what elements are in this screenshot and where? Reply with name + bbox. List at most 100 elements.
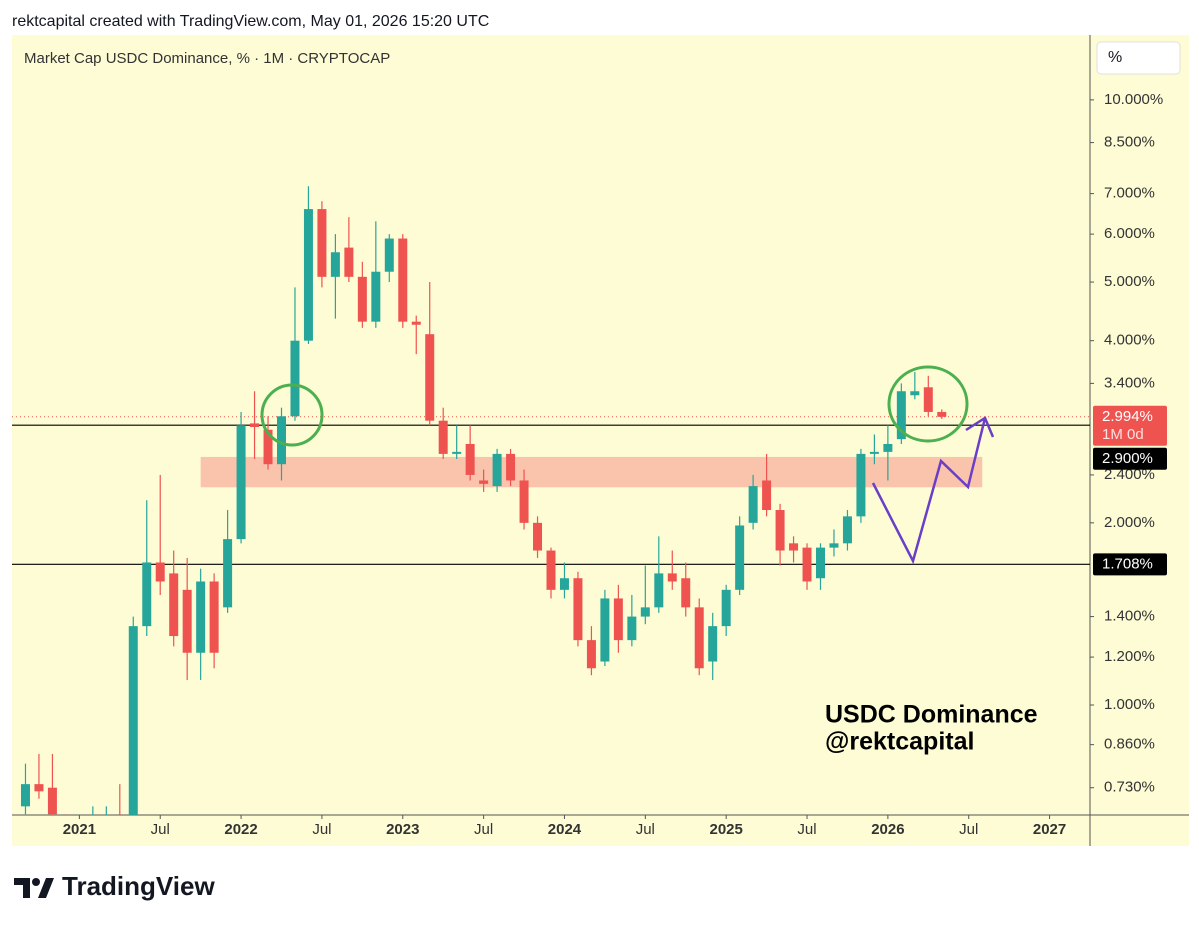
candle-body <box>735 525 745 590</box>
scale-button-label[interactable]: % <box>1108 49 1122 66</box>
candle-body <box>883 443 893 452</box>
projection-path <box>871 417 987 565</box>
candle-body <box>142 562 152 627</box>
candle-body <box>910 391 920 396</box>
x-tick-label: 2027 <box>1033 821 1066 838</box>
candle-body <box>223 539 233 608</box>
projection-arrow <box>965 416 995 438</box>
candle-body <box>640 607 650 617</box>
chart-title: Market Cap USDC Dominance, % · 1M · CRYP… <box>24 50 390 67</box>
chart-panel <box>12 35 1189 846</box>
candle-body <box>169 573 179 637</box>
drawings <box>260 365 995 565</box>
candle-body <box>816 547 825 579</box>
candle-body <box>277 416 286 465</box>
price-label: 2.900% <box>1102 450 1153 467</box>
candle-body <box>128 626 138 815</box>
candle-body <box>627 616 637 641</box>
x-tick-label: 2024 <box>548 821 582 838</box>
candle-body <box>559 578 569 590</box>
candle-body <box>411 321 421 325</box>
candle-body <box>519 480 529 523</box>
x-tick-label: 2023 <box>386 821 419 838</box>
candle-body <box>20 784 30 807</box>
x-tick-label: Jul <box>797 821 816 838</box>
price-label: 2.994% <box>1102 408 1153 425</box>
x-tick-label: Jul <box>474 821 493 838</box>
y-tick-label: 7.000% <box>1104 185 1155 202</box>
candle-body <box>802 547 812 582</box>
candle-body <box>155 562 165 582</box>
candle-body <box>196 581 206 653</box>
candle-body <box>789 543 799 551</box>
scale-button[interactable] <box>1096 41 1181 75</box>
highlight-circle <box>260 383 324 447</box>
candle-body <box>694 607 704 669</box>
candle-body <box>748 486 758 523</box>
candle-body <box>47 787 57 815</box>
candle-body <box>317 209 327 277</box>
x-tick-label: 2025 <box>709 821 742 838</box>
x-tick-label: Jul <box>151 821 170 838</box>
price-label: 1.708% <box>1102 555 1153 572</box>
candle-body <box>546 550 556 590</box>
y-tick-label: 8.500% <box>1104 134 1155 151</box>
candle-body <box>465 443 475 475</box>
x-tick-label: 2021 <box>63 821 96 838</box>
candle-body <box>708 626 718 662</box>
candle-body <box>384 238 394 272</box>
x-tick-label: Jul <box>636 821 655 838</box>
y-tick-label: 0.860% <box>1104 736 1155 753</box>
candle-body <box>613 598 623 641</box>
y-tick-label: 1.400% <box>1104 608 1155 625</box>
x-tick-label: 2022 <box>224 821 257 838</box>
candle-body <box>681 578 691 608</box>
candle-body <box>586 640 596 669</box>
y-tick-label: 10.000% <box>1104 91 1163 108</box>
y-tick-label: 2.400% <box>1104 466 1155 483</box>
logo-icon <box>14 878 54 898</box>
candle-body <box>344 247 354 277</box>
y-tick-label: 1.000% <box>1104 696 1155 713</box>
logo-text: TradingView <box>62 871 215 901</box>
support-zone <box>200 456 983 488</box>
annotation: USDC Dominance <box>825 701 1038 729</box>
candle-body <box>762 480 772 511</box>
candle-body <box>263 429 273 465</box>
y-tick-label: 2.000% <box>1104 514 1155 531</box>
header: rektcapital created with TradingView.com… <box>12 13 489 30</box>
candle-body <box>479 480 489 484</box>
candle-body <box>896 391 906 440</box>
candle-body <box>438 420 448 454</box>
candle-body <box>236 425 246 540</box>
candle-body <box>869 451 879 454</box>
candle-body <box>492 453 502 487</box>
candle-body <box>923 387 933 412</box>
candle-body <box>303 209 313 341</box>
candle-body <box>842 516 852 544</box>
candle-body <box>775 510 785 551</box>
annotation: @rektcapital <box>825 728 974 756</box>
y-tick-label: 6.000% <box>1104 225 1155 242</box>
candle-body <box>667 573 677 582</box>
x-tick-label: Jul <box>959 821 978 838</box>
candle-body <box>330 252 340 277</box>
candle-body <box>182 589 192 653</box>
candle-body <box>937 411 947 417</box>
y-tick-label: 0.730% <box>1104 779 1155 796</box>
candle-body <box>357 276 367 322</box>
price-label-box <box>1093 405 1167 446</box>
candle-body <box>209 581 219 653</box>
x-tick-label: 2026 <box>871 821 904 838</box>
highlight-circle <box>887 365 969 443</box>
candle-body <box>829 543 839 548</box>
candle-body <box>398 238 408 322</box>
candle-body <box>371 271 381 322</box>
candle-body <box>721 589 731 627</box>
candle-body <box>290 340 300 417</box>
y-tick-label: 5.000% <box>1104 273 1155 290</box>
candle-body <box>654 573 664 608</box>
x-tick-label: Jul <box>312 821 331 838</box>
candle-body <box>250 423 260 428</box>
